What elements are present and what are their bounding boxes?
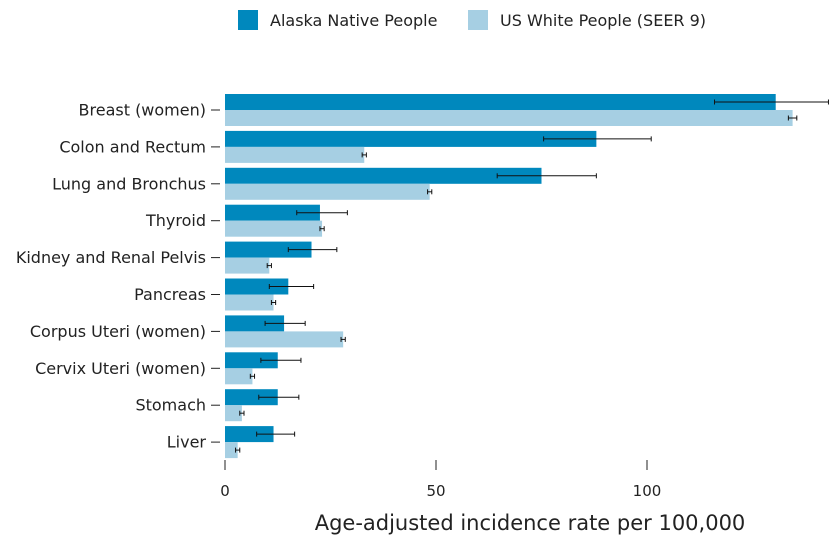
- legend-label-us-white-people-seer-9: US White People (SEER 9): [500, 11, 706, 30]
- error-bar-stomach-alaska-native-people: [258, 394, 300, 400]
- error-bar-colon-and-rectum-us-white-people-seer-9: [361, 152, 367, 158]
- error-bar-thyroid-alaska-native-people: [296, 210, 348, 216]
- error-bar-cervix-uteri-women-us-white-people-seer-9: [249, 373, 256, 379]
- y-tick-label-lung-and-bronchus: Lung and Bronchus: [52, 174, 206, 193]
- bars: [225, 94, 829, 459]
- error-bar-lung-and-bronchus-alaska-native-people: [496, 173, 597, 179]
- bar-liver-us-white-people-seer-9: [225, 442, 238, 459]
- bar-breast-women-alaska-native-people: [225, 94, 776, 110]
- legend-label-alaska-native-people: Alaska Native People: [270, 11, 437, 30]
- error-bar-kidney-and-renal-pelvis-us-white-people-seer-9: [266, 263, 272, 269]
- error-bar-pancreas-alaska-native-people: [268, 284, 315, 289]
- bar-kidney-and-renal-pelvis-alaska-native-people: [225, 241, 312, 258]
- error-bar-corpus-uteri-women-alaska-native-people: [264, 320, 306, 326]
- x-axis: 0 50 100: [220, 460, 661, 500]
- y-tick-label-colon-and-rectum: Colon and Rectum: [59, 137, 206, 156]
- bar-stomach-alaska-native-people: [225, 389, 278, 406]
- bar-pancreas-alaska-native-people: [225, 278, 289, 295]
- bar-thyroid-us-white-people-seer-9: [225, 220, 323, 237]
- y-tick-label-kidney-and-renal-pelvis: Kidney and Renal Pelvis: [16, 248, 206, 267]
- y-tick-label-breast-women: Breast (women): [79, 101, 206, 120]
- y-tick-label-cervix-uteri-women: Cervix Uteri (women): [35, 359, 206, 378]
- bar-thyroid-alaska-native-people: [225, 204, 320, 221]
- y-tick-label-stomach: Stomach: [135, 396, 206, 415]
- x-tick-label-50: 50: [426, 482, 445, 500]
- bar-cervix-uteri-women-us-white-people-seer-9: [225, 368, 253, 385]
- error-bar-liver-us-white-people-seer-9: [235, 447, 241, 453]
- bar-colon-and-rectum-alaska-native-people: [225, 130, 597, 147]
- legend-swatch-us-white-people-seer-9: [468, 10, 488, 30]
- bar-breast-women-us-white-people-seer-9: [225, 110, 793, 126]
- y-tick-label-corpus-uteri-women: Corpus Uteri (women): [30, 322, 206, 341]
- bar-corpus-uteri-women-us-white-people-seer-9: [225, 331, 344, 348]
- error-bar-corpus-uteri-women-us-white-people-seer-9: [340, 336, 346, 342]
- bar-lung-and-bronchus-alaska-native-people: [225, 167, 542, 184]
- x-tick-label-0: 0: [220, 482, 230, 500]
- legend-swatch-alaska-native-people: [238, 10, 258, 30]
- error-bar-colon-and-rectum-alaska-native-people: [543, 136, 652, 142]
- bar-stomach-us-white-people-seer-9: [225, 405, 242, 422]
- y-tick-label-liver: Liver: [167, 433, 207, 452]
- bar-corpus-uteri-women-alaska-native-people: [225, 315, 285, 332]
- x-tick-label-100: 100: [633, 482, 662, 500]
- y-axis: Breast (women) Colon and Rectum Lung and B…: [16, 101, 220, 452]
- bar-cervix-uteri-women-alaska-native-people: [225, 352, 278, 369]
- error-bar-stomach-us-white-people-seer-9: [239, 410, 245, 416]
- bar-kidney-and-renal-pelvis-us-white-people-seer-9: [225, 257, 270, 274]
- y-tick-label-thyroid: Thyroid: [145, 211, 206, 230]
- bar-pancreas-us-white-people-seer-9: [225, 294, 274, 311]
- error-bar-cervix-uteri-women-alaska-native-people: [260, 357, 302, 363]
- bar-liver-alaska-native-people: [225, 426, 274, 443]
- error-bar-kidney-and-renal-pelvis-alaska-native-people: [287, 247, 338, 253]
- error-bar-pancreas-us-white-people-seer-9: [270, 300, 277, 305]
- bar-colon-and-rectum-us-white-people-seer-9: [225, 146, 365, 163]
- error-bar-breast-women-alaska-native-people: [714, 99, 829, 105]
- legend: Alaska Native People US White People (SEE…: [238, 10, 706, 30]
- error-bar-breast-women-us-white-people-seer-9: [787, 115, 798, 121]
- y-tick-label-pancreas: Pancreas: [134, 285, 206, 304]
- error-bar-liver-alaska-native-people: [256, 431, 296, 437]
- bar-lung-and-bronchus-us-white-people-seer-9: [225, 183, 430, 200]
- x-axis-title: Age-adjusted incidence rate per 100,000: [315, 511, 746, 535]
- error-bar-thyroid-us-white-people-seer-9: [319, 226, 325, 232]
- error-bar-lung-and-bronchus-us-white-people-seer-9: [427, 189, 433, 195]
